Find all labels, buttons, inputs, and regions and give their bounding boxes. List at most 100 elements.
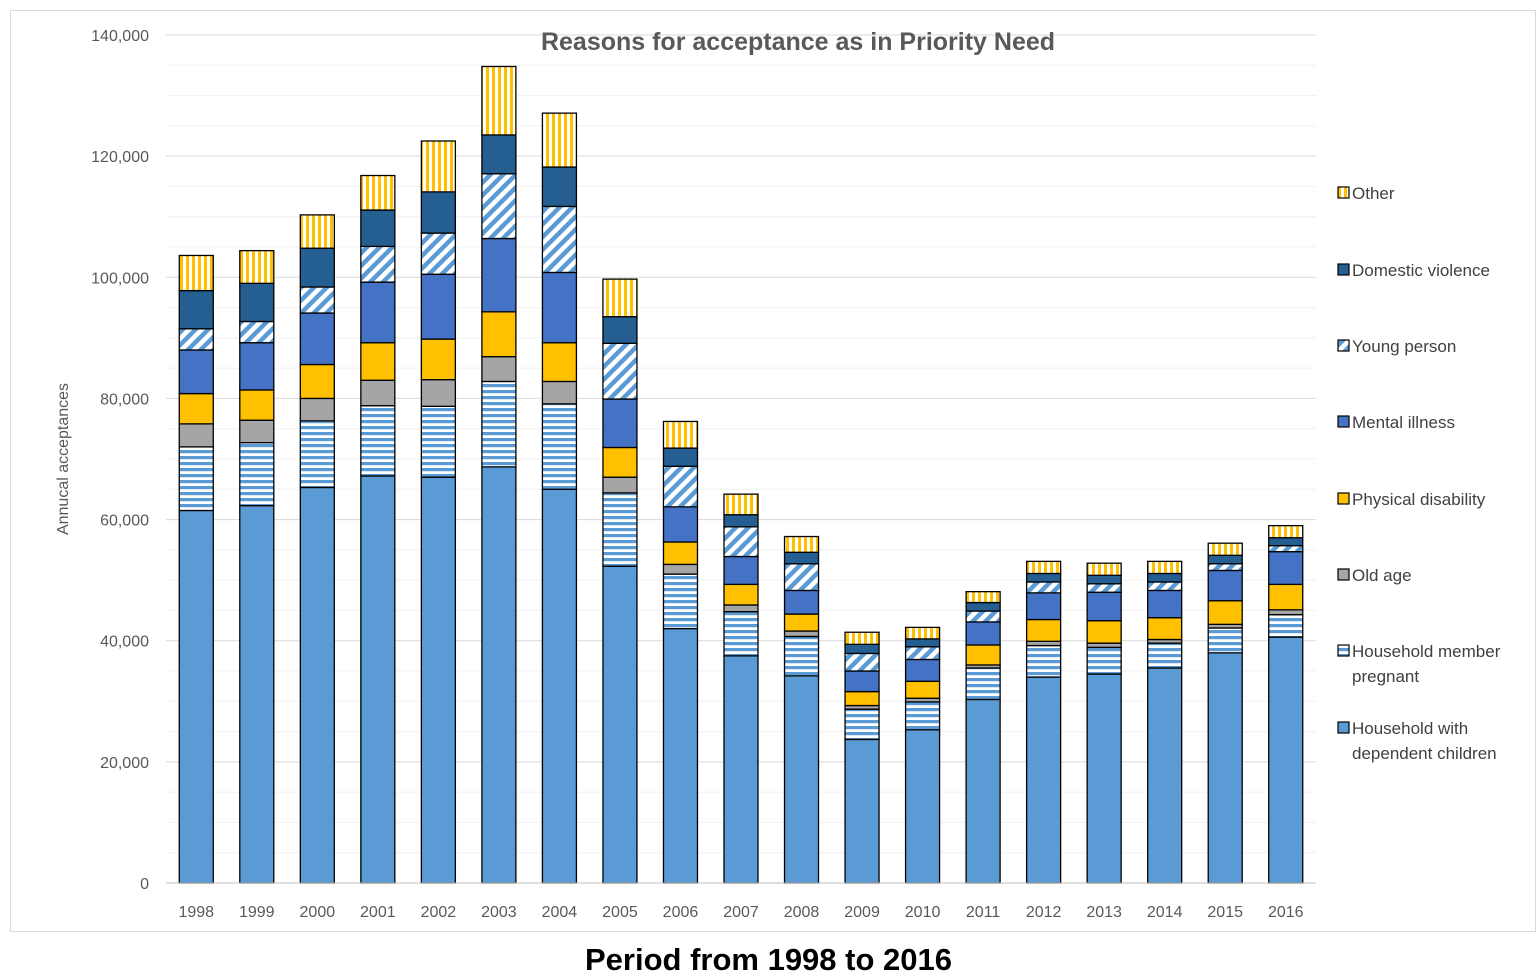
bar-segment-household-with-dependent-children — [1207, 652, 1243, 884]
bar-segment-household-with-dependent-children — [662, 627, 699, 884]
bar-segment-other — [1147, 560, 1183, 575]
x-tick-label: 1998 — [178, 904, 214, 921]
bar-segment-household-with-dependent-children — [783, 675, 820, 884]
bar-segment-young-person — [1207, 563, 1243, 572]
bar-segment-household-with-dependent-children — [299, 486, 335, 884]
bar-segment-household-member-pregnant — [178, 446, 214, 512]
legend-swatch — [1337, 721, 1350, 734]
bar-segment-mental-illness — [178, 349, 214, 395]
bar-segment-old-age — [541, 380, 578, 405]
bar-segment-young-person — [299, 286, 335, 314]
bar-segment-household-member-pregnant — [1207, 627, 1243, 654]
bar-segment-physical-disability — [481, 311, 517, 358]
bar-stack-2000 — [299, 214, 335, 884]
legend-item-domestic-violence: Domestic violence — [1337, 261, 1490, 280]
y-tick-label: 120,000 — [91, 149, 149, 166]
x-tick-label: 2005 — [602, 904, 638, 921]
x-tick-label: 2013 — [1086, 904, 1122, 921]
bar-segment-domestic-violence — [1086, 574, 1122, 585]
bar-segment-household-with-dependent-children — [360, 475, 396, 884]
bar-segment-young-person — [1025, 581, 1062, 594]
bar-stack-2001 — [360, 174, 396, 884]
bar-segment-household-member-pregnant — [1268, 614, 1304, 638]
bar-segment-household-member-pregnant — [844, 708, 880, 741]
legend-swatch — [1337, 644, 1350, 657]
bar-segment-physical-disability — [965, 644, 1001, 666]
bar-segment-household-member-pregnant — [904, 701, 941, 731]
bar-segment-domestic-violence — [360, 209, 396, 248]
bar-segment-physical-disability — [360, 342, 396, 381]
bar-segment-other — [783, 535, 820, 553]
bar-segment-domestic-violence — [420, 191, 457, 234]
bar-stack-2013 — [1086, 562, 1122, 884]
x-tick-label: 2012 — [1026, 904, 1062, 921]
bar-segment-household-with-dependent-children — [178, 509, 214, 884]
bar-stack-2010 — [904, 626, 941, 884]
bar-segment-young-person — [1147, 581, 1183, 592]
bar-segment-mental-illness — [844, 670, 880, 693]
bar-segment-mental-illness — [904, 658, 941, 682]
bar-segment-other — [299, 214, 335, 249]
x-tick-label: 2000 — [300, 904, 336, 921]
bar-segment-household-with-dependent-children — [844, 738, 880, 884]
bar-segment-physical-disability — [783, 613, 820, 632]
bar-segment-mental-illness — [783, 589, 820, 615]
bar-segment-physical-disability — [299, 363, 335, 400]
bar-stack-2003 — [481, 65, 517, 884]
bar-segment-domestic-violence — [783, 551, 820, 565]
bar-segment-old-age — [420, 379, 457, 407]
bar-segment-mental-illness — [1147, 589, 1183, 619]
bar-segment-young-person — [178, 328, 214, 351]
bar-segment-other — [904, 626, 941, 640]
bar-segment-domestic-violence — [1268, 537, 1304, 547]
y-tick-label: 140,000 — [91, 28, 149, 45]
bar-segment-old-age — [360, 379, 396, 407]
bar-segment-physical-disability — [1025, 618, 1062, 642]
bar-segment-other — [481, 65, 517, 136]
bar-segment-young-person — [904, 646, 941, 661]
bar-stack-2007 — [723, 493, 759, 884]
chart-caption: Period from 1998 to 2016 — [585, 942, 952, 977]
bar-segment-young-person — [1086, 583, 1122, 593]
bar-segment-other — [662, 420, 699, 449]
bar-segment-other — [420, 140, 457, 193]
bar-segment-physical-disability — [1086, 620, 1122, 644]
bar-segment-domestic-violence — [602, 316, 638, 344]
bar-segment-physical-disability — [541, 342, 578, 383]
bar-stack-2002 — [420, 140, 457, 884]
bar-segment-household-member-pregnant — [420, 405, 457, 478]
y-tick-label: 100,000 — [91, 270, 149, 287]
legend-item-physical-disability: Physical disability — [1337, 490, 1486, 509]
bar-segment-mental-illness — [481, 237, 517, 313]
bar-stack-2009 — [844, 631, 880, 884]
legend-item-other: Other — [1337, 184, 1395, 203]
bar-segment-other — [1086, 562, 1122, 576]
bar-segment-domestic-violence — [965, 601, 1001, 612]
bar-segment-physical-disability — [1268, 583, 1304, 611]
bar-segment-mental-illness — [541, 271, 578, 344]
legend-item-mental-illness: Mental illness — [1337, 413, 1455, 432]
x-tick-label: 2015 — [1207, 904, 1243, 921]
legend-label: Mental illness — [1352, 413, 1455, 432]
bar-segment-household-with-dependent-children — [723, 655, 759, 884]
bar-segment-mental-illness — [1025, 592, 1062, 621]
bar-segment-young-person — [723, 526, 759, 558]
bar-segment-young-person — [481, 173, 517, 240]
bar-segment-old-age — [178, 423, 214, 448]
bar-segment-physical-disability — [844, 690, 880, 707]
bar-segment-domestic-violence — [723, 514, 759, 528]
x-tick-label: 2001 — [360, 904, 396, 921]
bar-segment-household-with-dependent-children — [1268, 636, 1304, 884]
bar-segment-household-with-dependent-children — [1147, 667, 1183, 884]
bar-segment-household-with-dependent-children — [602, 565, 638, 884]
legend-label: Old age — [1352, 566, 1412, 585]
bar-segment-household-with-dependent-children — [1025, 676, 1062, 884]
bar-segment-old-age — [783, 630, 820, 638]
bar-segment-old-age — [602, 476, 638, 494]
bar-segment-other — [602, 278, 638, 318]
legend-swatch — [1337, 263, 1350, 276]
x-tick-label: 2004 — [542, 904, 578, 921]
bar-segment-old-age — [723, 604, 759, 613]
bar-segment-household-member-pregnant — [965, 667, 1001, 701]
bar-stack-1999 — [239, 249, 275, 884]
